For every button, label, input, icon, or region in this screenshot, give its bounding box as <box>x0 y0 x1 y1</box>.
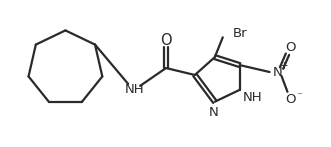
Text: +: + <box>280 61 289 71</box>
Text: O: O <box>160 33 172 48</box>
Text: N: N <box>273 66 282 78</box>
Text: O: O <box>285 93 296 106</box>
Text: ⁻: ⁻ <box>297 91 303 101</box>
Text: N: N <box>209 106 219 119</box>
Text: NH: NH <box>243 91 262 104</box>
Text: Br: Br <box>233 27 247 40</box>
Text: O: O <box>285 41 296 54</box>
Text: NH: NH <box>124 83 144 96</box>
